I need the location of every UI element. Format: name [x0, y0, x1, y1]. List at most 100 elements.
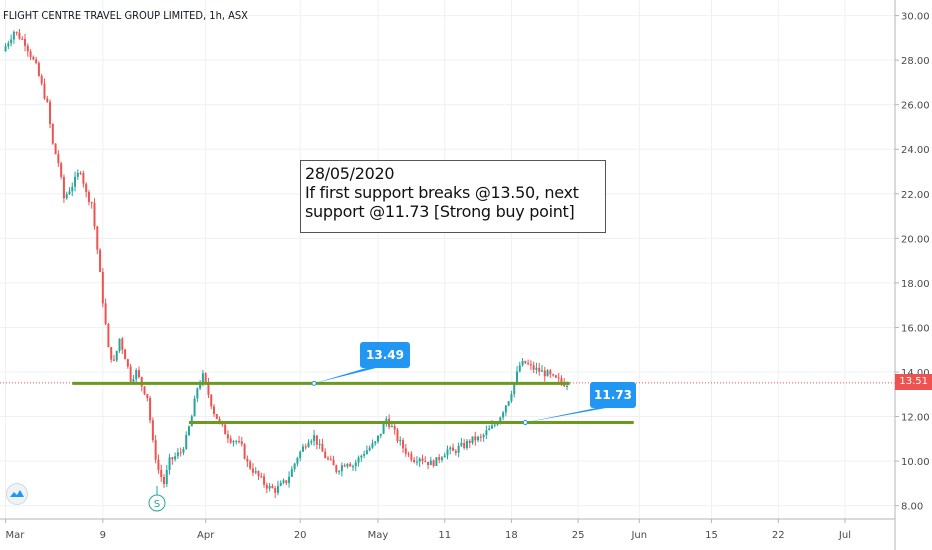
candle-body [196, 388, 199, 399]
candle-body [201, 373, 204, 385]
candle-body [532, 365, 535, 370]
candle-body [399, 440, 402, 442]
candle-body [524, 360, 527, 364]
candle-body [290, 469, 293, 477]
candle-body [96, 226, 99, 250]
candle-body [438, 457, 441, 460]
candle-body [432, 460, 435, 466]
x-tick-label: Jul [838, 530, 851, 541]
x-axis: Mar 9 Apr 20 May 11 18 25 Jun 15 22 Jul [0, 518, 895, 541]
candle-body [40, 75, 43, 84]
candle-body [143, 386, 146, 395]
candle-body [257, 471, 260, 477]
support-callout-1[interactable]: 13.49 [360, 342, 410, 368]
candle-body [157, 459, 160, 471]
candle-body [115, 350, 118, 361]
candle-body [549, 370, 552, 375]
note-line-1: 28/05/2020 [305, 164, 395, 183]
callout-pointer-2 [525, 408, 606, 423]
candle-body [282, 480, 285, 483]
callout-anchor-2 [522, 420, 528, 426]
candle-body [71, 186, 74, 192]
candle-body [32, 56, 35, 60]
candle-body [154, 440, 157, 460]
candle-body [490, 425, 493, 429]
candle-body [254, 471, 257, 473]
candle-body [165, 469, 168, 485]
candle-body [552, 374, 555, 376]
candle-body [251, 468, 254, 473]
candle-body [243, 444, 246, 459]
candle-body [379, 433, 382, 436]
candle-body [210, 394, 213, 407]
y-tick-label: 18.00 [901, 279, 930, 290]
candle-body [15, 31, 18, 33]
annotation-note[interactable]: 28/05/2020 If first support breaks @13.5… [300, 160, 606, 233]
candle-body [338, 471, 341, 473]
candle-body [546, 370, 549, 377]
candle-body [110, 347, 113, 360]
candle-body [188, 426, 191, 435]
candle-body [274, 488, 277, 493]
split-marker[interactable]: S [148, 486, 166, 512]
candle-body [415, 461, 418, 463]
candle-body [307, 442, 310, 448]
candle-body [207, 382, 210, 395]
candle-body [371, 443, 374, 448]
candle-body [393, 426, 396, 430]
candle-body [354, 462, 357, 467]
candle-body [315, 435, 318, 445]
candle-body [51, 123, 54, 144]
candle-body [499, 417, 502, 424]
candle-body [7, 43, 10, 47]
candle-body [449, 447, 452, 450]
candle-body [410, 453, 413, 460]
candle-body [85, 183, 88, 192]
candle-body [246, 458, 249, 462]
candle-body [404, 448, 407, 454]
candle-body [368, 447, 371, 451]
candle-body [496, 423, 499, 425]
candle-body [79, 172, 82, 174]
candle-body [288, 476, 291, 484]
candle-body [521, 360, 524, 366]
support-lines [72, 368, 634, 426]
candle-body [182, 448, 185, 453]
candle-body [502, 412, 505, 418]
x-tick-label: 15 [705, 530, 718, 541]
candle-body [74, 176, 77, 187]
candle-body [435, 457, 438, 466]
price-candles [4, 28, 569, 498]
candle-body [485, 430, 488, 435]
candle-body [332, 459, 335, 466]
tradingview-logo-icon[interactable] [6, 483, 28, 505]
candle-body [318, 443, 321, 445]
x-tick-label: Mar [6, 530, 26, 541]
candle-body [224, 424, 227, 435]
candle-body [340, 465, 343, 472]
candle-body [162, 477, 165, 485]
candle-body [240, 441, 243, 445]
candle-body [515, 371, 518, 384]
y-axis: 30.00 28.00 26.00 24.00 22.00 20.00 18.00 16.00… [894, 0, 930, 550]
candle-body [199, 384, 202, 389]
candle-body [363, 454, 366, 456]
chart-title: FLIGHT CENTRE TRAVEL GROUP LIMITED, 1h, … [3, 9, 248, 22]
last-price-tag: 13.51 [895, 374, 932, 390]
candle-body [440, 457, 443, 460]
support-callout-2[interactable]: 11.73 [590, 382, 636, 408]
x-tick-label: 11 [438, 530, 451, 541]
candle-body [460, 442, 463, 446]
y-tick-label: 24.00 [901, 145, 930, 156]
candle-body [249, 461, 252, 469]
candle-body [124, 349, 127, 360]
note-line-2: If first support breaks @13.50, next [305, 183, 579, 202]
candle-body [171, 457, 174, 460]
candle-body [107, 323, 110, 348]
candle-body [413, 459, 416, 463]
candle-body [518, 365, 521, 372]
candle-body [407, 453, 410, 455]
candle-body [427, 461, 430, 466]
candle-body [137, 370, 140, 377]
candle-body [218, 418, 221, 422]
